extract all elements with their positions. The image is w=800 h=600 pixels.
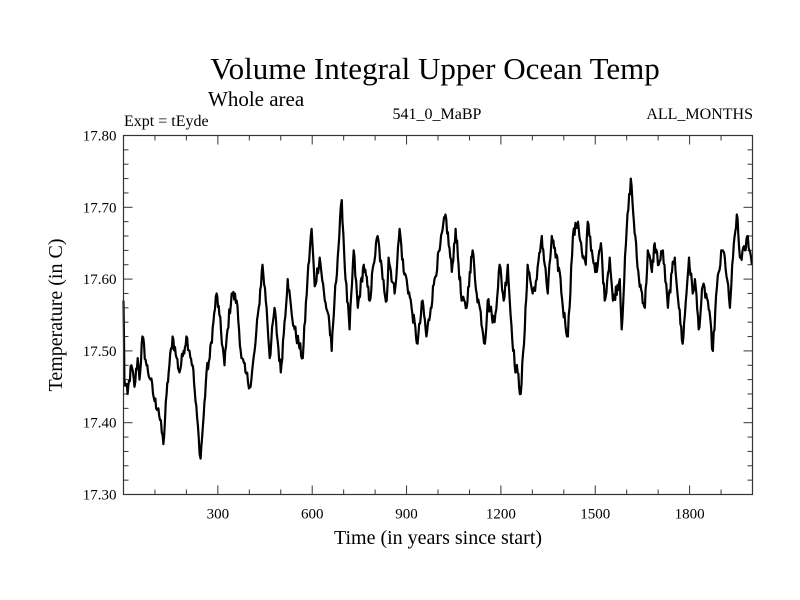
- axis-ticks: [123, 135, 753, 495]
- y-tick-label: 17.80: [83, 129, 117, 145]
- series-line: [122, 177, 753, 460]
- months-label: ALL_MONTHS: [646, 106, 753, 123]
- y-tick-label: 17.40: [83, 416, 117, 432]
- x-tick-label: 300: [207, 507, 230, 523]
- plot-frame: [122, 134, 754, 496]
- y-tick-label: 17.70: [83, 200, 117, 216]
- x-tick-label: 1800: [675, 507, 705, 523]
- period-label: 541_0_MaBP: [393, 106, 482, 123]
- chart-subtitle: Whole area: [208, 87, 305, 111]
- y-tick-label: 17.60: [83, 272, 117, 288]
- x-tick-label: 600: [301, 507, 324, 523]
- x-tick-label: 1200: [486, 507, 516, 523]
- experiment-label: Expt = tEyde: [124, 113, 209, 130]
- y-tick-label: 17.30: [83, 488, 117, 504]
- y-axis-label: Temperature (in C): [45, 239, 67, 392]
- x-tick-label: 900: [395, 507, 418, 523]
- x-tick-label: 1500: [580, 507, 610, 523]
- axis-tick-labels: 300 600 900 1200 1500 1800 17.30 17.40 17.50 17.6…: [83, 129, 705, 523]
- chart-title: Volume Integral Upper Ocean Temp: [210, 51, 660, 86]
- y-tick-label: 17.50: [83, 344, 117, 360]
- x-axis-label: Time (in years since start): [334, 527, 542, 549]
